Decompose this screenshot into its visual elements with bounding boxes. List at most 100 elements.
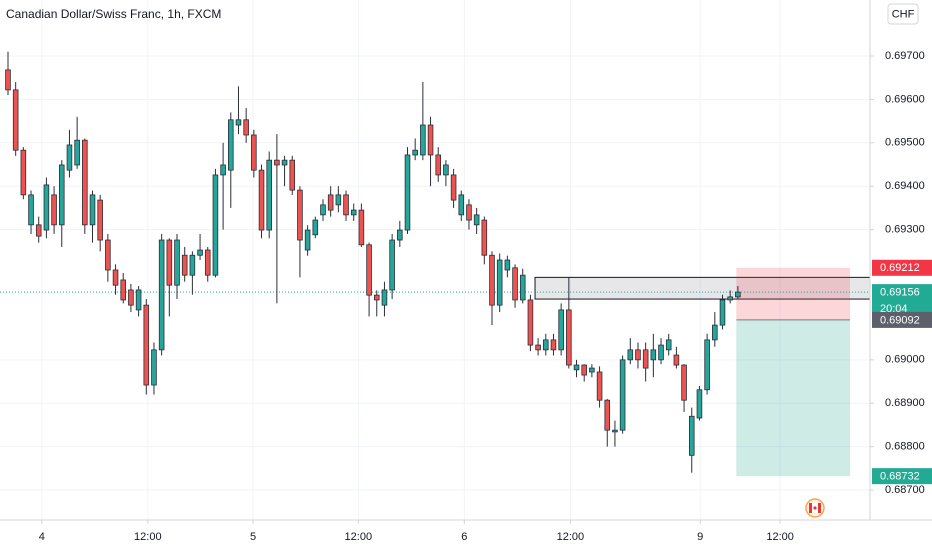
price-label: 0.69212 — [880, 262, 920, 274]
x-tick-label: 9 — [697, 531, 703, 543]
candle-body — [58, 164, 65, 226]
candle-body — [688, 415, 695, 456]
candle-body — [66, 144, 73, 171]
grid — [0, 0, 870, 520]
candle-body — [204, 249, 211, 276]
candle-body — [28, 194, 34, 226]
candle-body — [5, 69, 11, 91]
candle-body — [258, 169, 265, 231]
candle-body — [143, 304, 150, 386]
candle-body — [74, 139, 80, 166]
candle-body — [458, 194, 465, 216]
candle-body — [512, 267, 518, 301]
y-tick-label: 0.69300 — [885, 224, 925, 236]
candle-body — [673, 354, 680, 366]
candle-body — [158, 239, 165, 351]
candle-body — [43, 184, 50, 231]
candle-body — [166, 239, 173, 286]
candle-body — [320, 204, 326, 216]
candle-body — [527, 299, 534, 346]
target-zone — [736, 319, 851, 477]
candle-body — [105, 239, 111, 271]
price-label-box — [872, 311, 932, 328]
candle-body — [82, 139, 88, 226]
candle-body — [327, 194, 334, 211]
candle-body — [704, 339, 710, 391]
x-tick-label: 12:00 — [345, 531, 373, 543]
y-tick-label: 0.69600 — [885, 93, 925, 105]
candle-body — [366, 244, 372, 296]
candle-body — [373, 294, 380, 301]
axes: 0.69700 0.69600 0.69500 0.69400 0.69300 0.690… — [39, 50, 932, 543]
candle-body — [243, 119, 249, 136]
candle-body — [550, 339, 557, 351]
price-label-box — [872, 259, 932, 276]
candle-body — [420, 124, 426, 156]
candle-body — [197, 249, 203, 256]
candle-body — [350, 209, 357, 216]
candle-body — [304, 229, 311, 251]
candle-body — [404, 154, 411, 231]
candle-body — [412, 149, 418, 156]
candle-body — [443, 164, 449, 176]
candle-body — [151, 349, 157, 386]
currency-button[interactable] — [887, 3, 919, 25]
candle-body — [712, 324, 718, 341]
candle-body — [435, 154, 442, 176]
candle-body — [212, 174, 219, 276]
y-tick-label: 0.68800 — [885, 441, 925, 453]
overlays — [0, 267, 871, 477]
candle-body — [266, 159, 272, 231]
currency-label[interactable]: CHF — [892, 8, 915, 20]
price-label: 0.69092 — [880, 314, 920, 326]
candle-body — [573, 364, 580, 371]
x-tick-label: 12:00 — [557, 531, 585, 543]
candle-body — [466, 204, 472, 221]
candle-body — [297, 189, 303, 241]
candle-body — [665, 339, 672, 351]
candle-body — [427, 124, 434, 156]
candle-body — [627, 349, 634, 361]
candle-body — [289, 159, 296, 191]
candle-body — [604, 399, 611, 431]
candle-body — [312, 219, 319, 236]
candles — [5, 51, 741, 473]
candle-body — [535, 344, 541, 351]
y-tick-label: 0.69500 — [885, 137, 925, 149]
candle-body — [681, 364, 687, 401]
candle-body — [228, 119, 234, 171]
price-label-box — [872, 468, 932, 485]
y-tick-label: 0.69700 — [885, 50, 925, 62]
candle-body — [566, 309, 572, 366]
candle-body — [735, 291, 741, 298]
candle-body — [558, 309, 564, 351]
candle-body — [727, 296, 733, 301]
candle-body — [612, 429, 618, 433]
y-tick-label: 0.68700 — [885, 484, 925, 496]
candle-body — [128, 289, 134, 306]
candle-body — [696, 389, 703, 419]
x-tick-label: 12:00 — [134, 531, 162, 543]
candle-body — [489, 254, 495, 306]
candle-body — [619, 359, 626, 431]
candle-body — [274, 159, 280, 166]
candle-body — [35, 224, 42, 237]
candle-body — [51, 194, 57, 226]
x-tick-label: 6 — [461, 531, 467, 543]
y-tick-label: 0.68900 — [885, 397, 925, 409]
candle-body — [251, 134, 257, 171]
candle-body — [658, 344, 664, 361]
price-label: 0.69156 — [880, 287, 920, 299]
candle-body — [504, 259, 511, 271]
candle-body — [450, 174, 457, 201]
chart-title: Canadian Dollar/Swiss Franc, 1h, FXCM — [6, 7, 221, 21]
candle-body — [496, 259, 503, 306]
y-tick-label: 0.69400 — [885, 180, 925, 192]
candle-body — [112, 269, 119, 286]
x-tick-label: 5 — [250, 531, 256, 543]
candle-body — [642, 349, 649, 369]
candle-body — [220, 164, 226, 176]
stop-zone — [736, 267, 851, 320]
candle-body — [519, 274, 526, 301]
